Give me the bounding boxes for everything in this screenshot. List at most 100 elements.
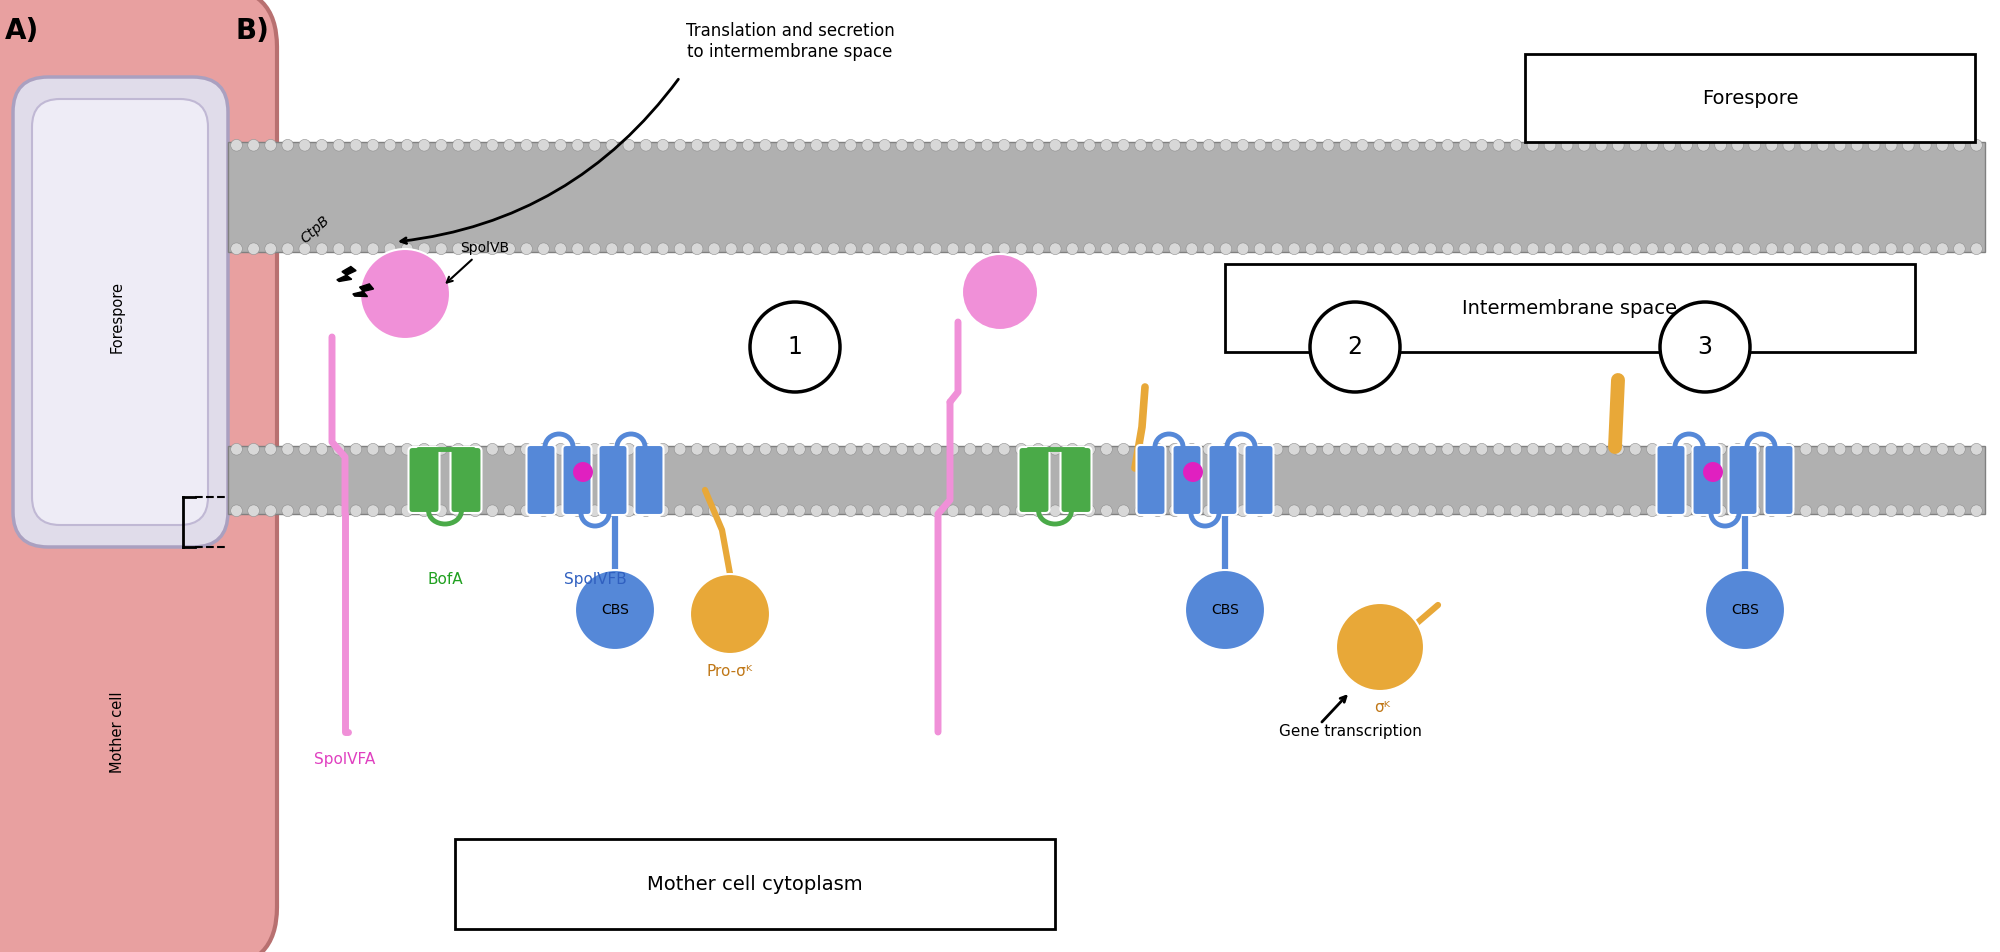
- Circle shape: [1356, 139, 1368, 151]
- Circle shape: [1510, 444, 1522, 455]
- Text: Intermembrane space: Intermembrane space: [1462, 299, 1678, 318]
- Circle shape: [1168, 243, 1180, 254]
- Circle shape: [1220, 243, 1232, 254]
- Circle shape: [1852, 505, 1862, 517]
- Circle shape: [1424, 444, 1436, 455]
- Circle shape: [1442, 444, 1454, 455]
- Circle shape: [350, 243, 362, 254]
- Circle shape: [402, 444, 412, 455]
- Circle shape: [230, 243, 242, 254]
- Circle shape: [402, 243, 412, 254]
- Circle shape: [1578, 444, 1590, 455]
- Circle shape: [384, 505, 396, 517]
- Circle shape: [794, 505, 806, 517]
- Circle shape: [1408, 243, 1420, 254]
- Circle shape: [264, 243, 276, 254]
- Circle shape: [572, 505, 584, 517]
- Circle shape: [982, 444, 992, 455]
- Circle shape: [1118, 139, 1130, 151]
- Circle shape: [1238, 505, 1248, 517]
- Circle shape: [1954, 505, 1966, 517]
- Circle shape: [1032, 505, 1044, 517]
- Circle shape: [576, 570, 656, 650]
- Circle shape: [1698, 505, 1710, 517]
- Circle shape: [1184, 462, 1204, 482]
- Circle shape: [1766, 505, 1778, 517]
- Circle shape: [264, 505, 276, 517]
- Circle shape: [1698, 243, 1710, 254]
- Circle shape: [1782, 139, 1794, 151]
- Circle shape: [470, 505, 482, 517]
- FancyBboxPatch shape: [0, 0, 276, 952]
- Text: Forespore: Forespore: [1702, 89, 1798, 108]
- FancyBboxPatch shape: [1656, 445, 1686, 515]
- FancyBboxPatch shape: [1060, 447, 1092, 513]
- Circle shape: [844, 139, 856, 151]
- Circle shape: [1442, 243, 1454, 254]
- Circle shape: [742, 505, 754, 517]
- Circle shape: [334, 505, 344, 517]
- Circle shape: [1202, 139, 1214, 151]
- Circle shape: [624, 139, 634, 151]
- Circle shape: [1954, 139, 1966, 151]
- Circle shape: [606, 243, 618, 254]
- Circle shape: [1202, 243, 1214, 254]
- Circle shape: [1220, 139, 1232, 151]
- Circle shape: [1630, 444, 1642, 455]
- Circle shape: [1016, 243, 1028, 254]
- Circle shape: [1630, 243, 1642, 254]
- Circle shape: [878, 505, 890, 517]
- Circle shape: [726, 139, 738, 151]
- Circle shape: [1528, 139, 1538, 151]
- Circle shape: [554, 243, 566, 254]
- Circle shape: [1766, 444, 1778, 455]
- Circle shape: [828, 505, 840, 517]
- Text: Forespore: Forespore: [110, 281, 124, 353]
- Circle shape: [1612, 444, 1624, 455]
- Circle shape: [470, 243, 482, 254]
- Circle shape: [896, 505, 908, 517]
- Circle shape: [828, 243, 840, 254]
- Circle shape: [658, 444, 668, 455]
- Circle shape: [1886, 505, 1898, 517]
- Circle shape: [726, 243, 738, 254]
- Circle shape: [520, 139, 532, 151]
- Circle shape: [1782, 243, 1794, 254]
- Circle shape: [1664, 243, 1676, 254]
- FancyBboxPatch shape: [450, 447, 482, 513]
- Circle shape: [1954, 444, 1966, 455]
- Circle shape: [1458, 139, 1470, 151]
- Circle shape: [436, 243, 448, 254]
- Circle shape: [606, 139, 618, 151]
- Circle shape: [1066, 444, 1078, 455]
- Circle shape: [470, 139, 482, 151]
- Circle shape: [298, 444, 310, 455]
- Circle shape: [658, 505, 668, 517]
- Circle shape: [1800, 139, 1812, 151]
- Text: SpolVFA: SpolVFA: [314, 752, 376, 767]
- Circle shape: [298, 505, 310, 517]
- Circle shape: [1920, 444, 1932, 455]
- Circle shape: [776, 505, 788, 517]
- Circle shape: [1050, 505, 1062, 517]
- Circle shape: [1442, 505, 1454, 517]
- Circle shape: [1100, 505, 1112, 517]
- Circle shape: [1288, 139, 1300, 151]
- Circle shape: [794, 444, 806, 455]
- Circle shape: [1970, 505, 1982, 517]
- Circle shape: [368, 444, 378, 455]
- Circle shape: [930, 243, 942, 254]
- Circle shape: [282, 243, 294, 254]
- Circle shape: [1340, 444, 1352, 455]
- FancyBboxPatch shape: [1692, 445, 1722, 515]
- Circle shape: [1510, 243, 1522, 254]
- Circle shape: [538, 243, 550, 254]
- Circle shape: [640, 444, 652, 455]
- Circle shape: [1492, 243, 1504, 254]
- Circle shape: [1458, 444, 1470, 455]
- Circle shape: [1936, 139, 1948, 151]
- Circle shape: [1152, 139, 1164, 151]
- Circle shape: [572, 243, 584, 254]
- Circle shape: [1374, 505, 1386, 517]
- Circle shape: [1254, 243, 1266, 254]
